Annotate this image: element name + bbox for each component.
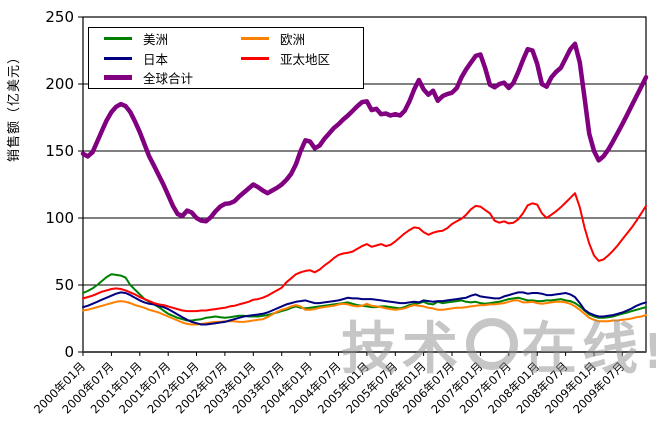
legend-swatch-asia-pacific (241, 56, 269, 60)
legend-swatch-japan (104, 56, 132, 60)
y-tick-label-100: 100 (45, 209, 74, 227)
y-tick-label-0: 0 (64, 343, 74, 361)
series-line-americas (82, 273, 647, 322)
legend-item-global-total: 全球合计 (89, 69, 226, 87)
legend-item-europe: 欧洲 (226, 30, 363, 48)
y-tick-label-150: 150 (45, 142, 74, 160)
series-line-global-total (80, 41, 649, 224)
legend-item-americas: 美洲 (89, 30, 226, 48)
y-tick-label-250: 250 (45, 8, 74, 26)
legend-label-americas: 美洲 (143, 32, 169, 47)
legend-label-europe: 欧洲 (280, 32, 306, 47)
legend-swatch-americas (104, 37, 132, 40)
series-line-japan (82, 291, 647, 326)
series-line-europe (82, 299, 647, 326)
legend-swatch-europe (241, 37, 269, 40)
legend-label-global-total: 全球合计 (143, 71, 194, 86)
legend-item-asia-pacific: 亚太地区 (226, 49, 363, 67)
legend-label-japan: 日本 (143, 51, 169, 67)
chart-legend: 美洲 欧洲 日本 亚太地区 全球合计 (88, 27, 364, 89)
legend-label-asia-pacific: 亚太地区 (280, 51, 331, 67)
legend-swatch-global-total (104, 75, 132, 80)
y-tick-label-50: 50 (55, 276, 74, 294)
y-tick-label-200: 200 (45, 75, 74, 93)
series-line-asia-pacific (82, 192, 647, 313)
legend-item-japan: 日本 (89, 49, 226, 67)
